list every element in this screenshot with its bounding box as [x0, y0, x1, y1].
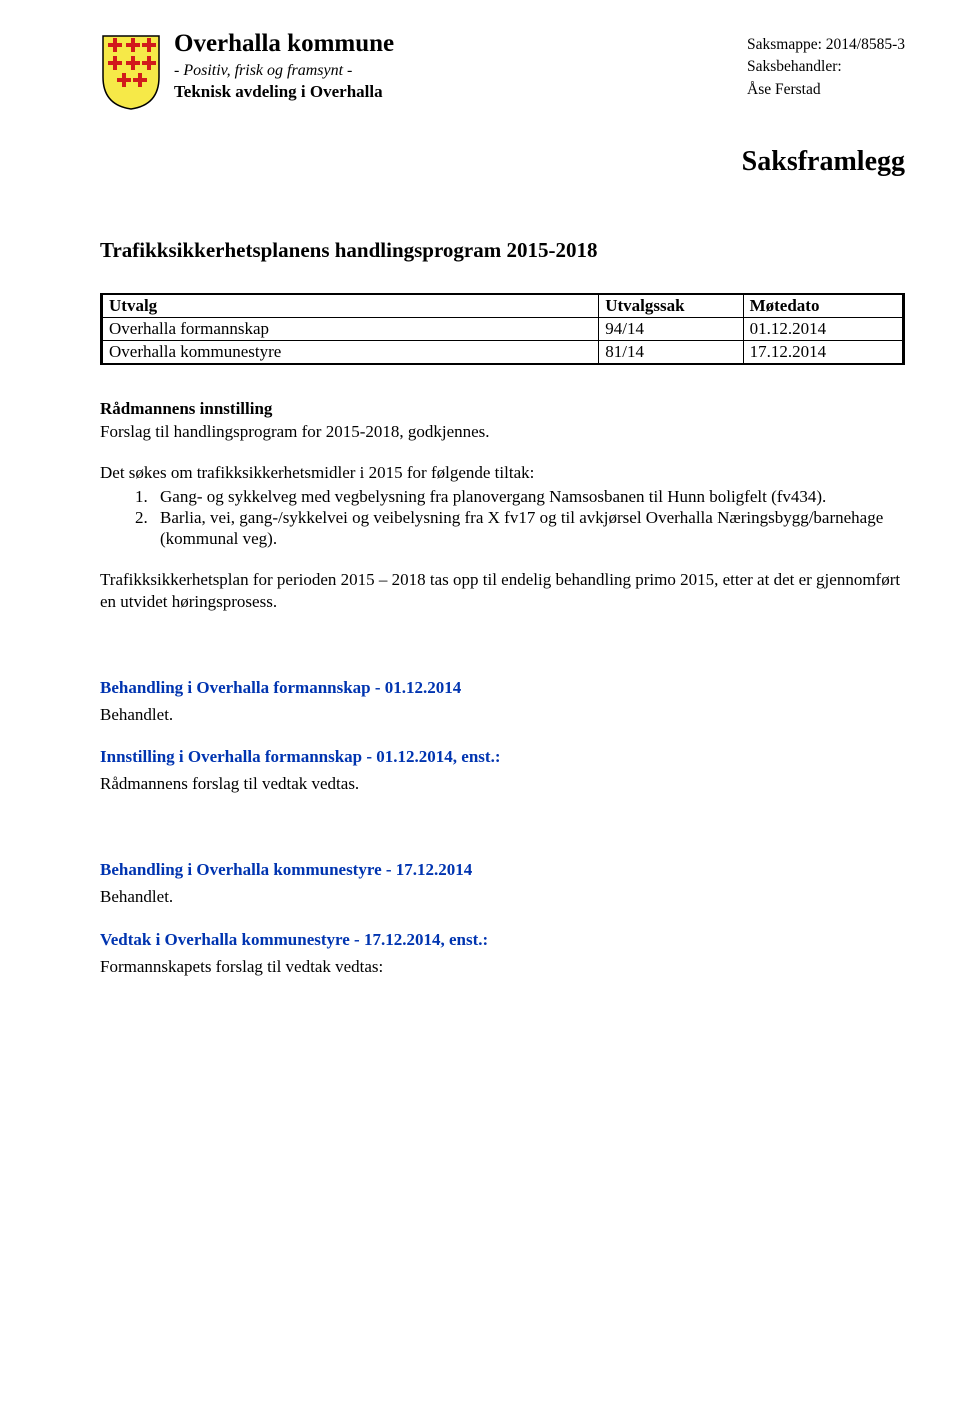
table-cell: 81/14 [599, 341, 743, 365]
case-file: Saksmappe: 2014/8585-3 [747, 34, 905, 56]
decision-heading: Innstilling i Overhalla formannskap - 01… [100, 747, 905, 767]
table-header-row: Utvalg Utvalgssak Møtedato [102, 294, 904, 318]
org-department: Teknisk avdeling i Overhalla [174, 81, 747, 103]
document-title: Saksframlegg [100, 146, 905, 178]
table-row: Overhalla formannskap 94/14 01.12.2014 [102, 318, 904, 341]
decision-heading: Vedtak i Overhalla kommunestyre - 17.12.… [100, 930, 905, 950]
table-cell: 01.12.2014 [743, 318, 903, 341]
case-file-label: Saksmappe: [747, 36, 822, 53]
page: Overhalla kommune - Positiv, frisk og fr… [0, 0, 960, 1017]
handler-name: Åse Ferstad [747, 79, 905, 101]
proceeding-heading: Behandling i Overhalla formannskap - 01.… [100, 678, 905, 698]
list-item: Gang- og sykkelveg med vegbelysning fra … [152, 486, 905, 507]
org-name: Overhalla kommune [174, 30, 747, 58]
table-header-cell: Møtedato [743, 294, 903, 318]
proceeding-block: Behandling i Overhalla formannskap - 01.… [100, 678, 905, 795]
decision-body: Formannskapets forslag til vedtak vedtas… [100, 956, 905, 977]
table-cell: Overhalla formannskap [102, 318, 599, 341]
handler-label: Saksbehandler: [747, 56, 905, 78]
table-cell: Overhalla kommunestyre [102, 341, 599, 365]
proceeding-heading: Behandling i Overhalla kommunestyre - 17… [100, 860, 905, 880]
municipal-crest-icon [100, 33, 162, 116]
proceeding-body: Behandlet. [100, 704, 905, 725]
table-cell: 94/14 [599, 318, 743, 341]
header: Overhalla kommune - Positiv, frisk og fr… [100, 30, 905, 116]
header-left: Overhalla kommune - Positiv, frisk og fr… [174, 30, 747, 103]
proceeding-block: Behandling i Overhalla kommunestyre - 17… [100, 860, 905, 977]
org-motto: - Positiv, frisk og framsynt - [174, 60, 747, 82]
table-header-cell: Utvalgssak [599, 294, 743, 318]
header-right: Saksmappe: 2014/8585-3 Saksbehandler: Ås… [747, 30, 905, 101]
case-file-value: 2014/8585-3 [826, 36, 905, 53]
case-subject: Trafikksikkerhetsplanens handlingsprogra… [100, 238, 905, 263]
table-cell: 17.12.2014 [743, 341, 903, 365]
meeting-table: Utvalg Utvalgssak Møtedato Overhalla for… [100, 293, 905, 365]
recommendation-heading: Rådmannens innstilling [100, 399, 905, 419]
measure-list: Gang- og sykkelveg med vegbelysning fra … [100, 486, 905, 550]
recommendation-line: Forslag til handlingsprogram for 2015-20… [100, 421, 905, 442]
table-header-cell: Utvalg [102, 294, 599, 318]
list-item: Barlia, vei, gang-/sykkelvei og veibelys… [152, 507, 905, 550]
proceeding-body: Behandlet. [100, 886, 905, 907]
table-row: Overhalla kommunestyre 81/14 17.12.2014 [102, 341, 904, 365]
decision-body: Rådmannens forslag til vedtak vedtas. [100, 773, 905, 794]
recommendation-line: Trafikksikkerhetsplan for perioden 2015 … [100, 569, 905, 612]
recommendation-line: Det søkes om trafikksikkerhetsmidler i 2… [100, 462, 905, 483]
